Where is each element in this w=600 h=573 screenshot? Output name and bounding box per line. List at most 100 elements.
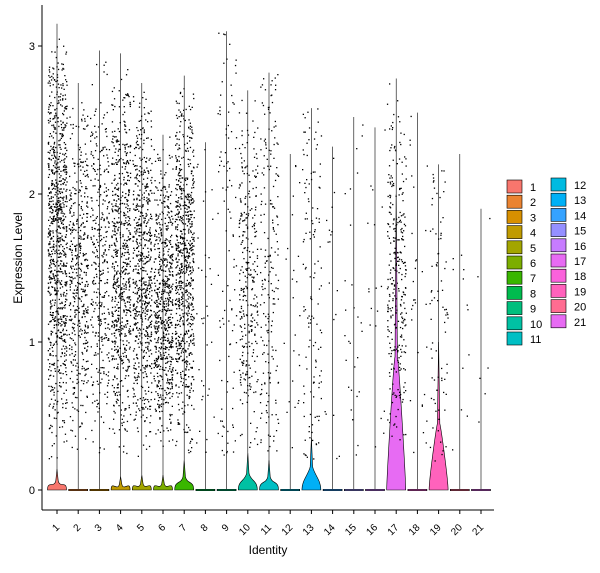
data-point (51, 159, 52, 160)
data-point (189, 396, 190, 397)
data-point (144, 350, 145, 351)
data-point (179, 281, 180, 282)
data-point (64, 323, 65, 324)
data-point (157, 340, 158, 341)
data-point (53, 403, 54, 404)
data-point (267, 450, 268, 451)
data-point (239, 220, 240, 221)
data-point (60, 161, 61, 162)
data-point (141, 386, 142, 387)
data-point (55, 220, 56, 221)
data-point (51, 432, 52, 433)
data-point (48, 379, 49, 380)
data-point (145, 172, 146, 173)
data-point (65, 166, 66, 167)
data-point (57, 190, 58, 191)
data-point (65, 324, 66, 325)
x-tick-label: 9 (220, 522, 232, 534)
data-point (159, 404, 160, 405)
data-point (140, 268, 141, 269)
data-point (57, 212, 58, 213)
data-point (136, 412, 137, 413)
data-point (98, 205, 99, 206)
data-point (255, 207, 256, 208)
data-point (95, 302, 96, 303)
data-point (175, 221, 176, 222)
data-point (50, 118, 51, 119)
data-point (74, 290, 75, 291)
data-point (150, 233, 151, 234)
data-point (192, 253, 193, 254)
data-point (188, 369, 189, 370)
data-point (142, 407, 143, 408)
data-point (190, 211, 191, 212)
data-point (80, 147, 81, 148)
data-point (115, 282, 116, 283)
data-point (180, 170, 181, 171)
data-point (51, 399, 52, 400)
data-point (66, 172, 67, 173)
data-point (175, 290, 176, 291)
data-point (176, 266, 177, 267)
data-point (132, 160, 133, 161)
data-point (160, 394, 161, 395)
data-point (175, 303, 176, 304)
data-point (52, 347, 53, 348)
data-point (268, 281, 269, 282)
data-point (133, 350, 134, 351)
data-point (177, 240, 178, 241)
data-point (75, 354, 76, 355)
data-point (241, 162, 242, 163)
data-point (76, 269, 77, 270)
data-point (140, 258, 141, 259)
data-point (261, 413, 262, 414)
data-point (254, 411, 255, 412)
data-point (138, 148, 139, 149)
data-point (60, 282, 61, 283)
data-point (250, 269, 251, 270)
data-point (106, 261, 107, 262)
data-point (83, 109, 84, 110)
data-point (83, 291, 84, 292)
data-point (122, 236, 123, 237)
data-point (183, 382, 184, 383)
data-point (93, 311, 94, 312)
data-point (59, 385, 60, 386)
data-point (155, 391, 156, 392)
data-point (247, 353, 248, 354)
data-point (175, 145, 176, 146)
data-point (133, 237, 134, 238)
data-point (140, 314, 141, 315)
data-point (101, 341, 102, 342)
data-point (114, 131, 115, 132)
data-point (95, 256, 96, 257)
data-point (70, 230, 71, 231)
data-point (190, 248, 191, 249)
data-point (130, 104, 131, 105)
data-point (147, 311, 148, 312)
data-point (128, 230, 129, 231)
data-point (84, 196, 85, 197)
data-point (181, 281, 182, 282)
data-point (54, 387, 55, 388)
data-point (125, 166, 126, 167)
data-point (113, 314, 114, 315)
data-point (126, 281, 127, 282)
data-point (130, 173, 131, 174)
data-point (62, 420, 63, 421)
data-point (60, 197, 61, 198)
data-point (187, 315, 188, 316)
data-point (51, 112, 52, 113)
data-point (59, 218, 60, 219)
data-point (159, 315, 160, 316)
data-point (132, 388, 133, 389)
data-point (50, 425, 51, 426)
data-point (100, 294, 101, 295)
data-point (99, 236, 100, 237)
points-cluster-3 (90, 62, 110, 454)
data-point (72, 187, 73, 188)
data-point (176, 282, 177, 283)
data-point (145, 119, 146, 120)
data-point (57, 184, 58, 185)
data-point (90, 141, 91, 142)
